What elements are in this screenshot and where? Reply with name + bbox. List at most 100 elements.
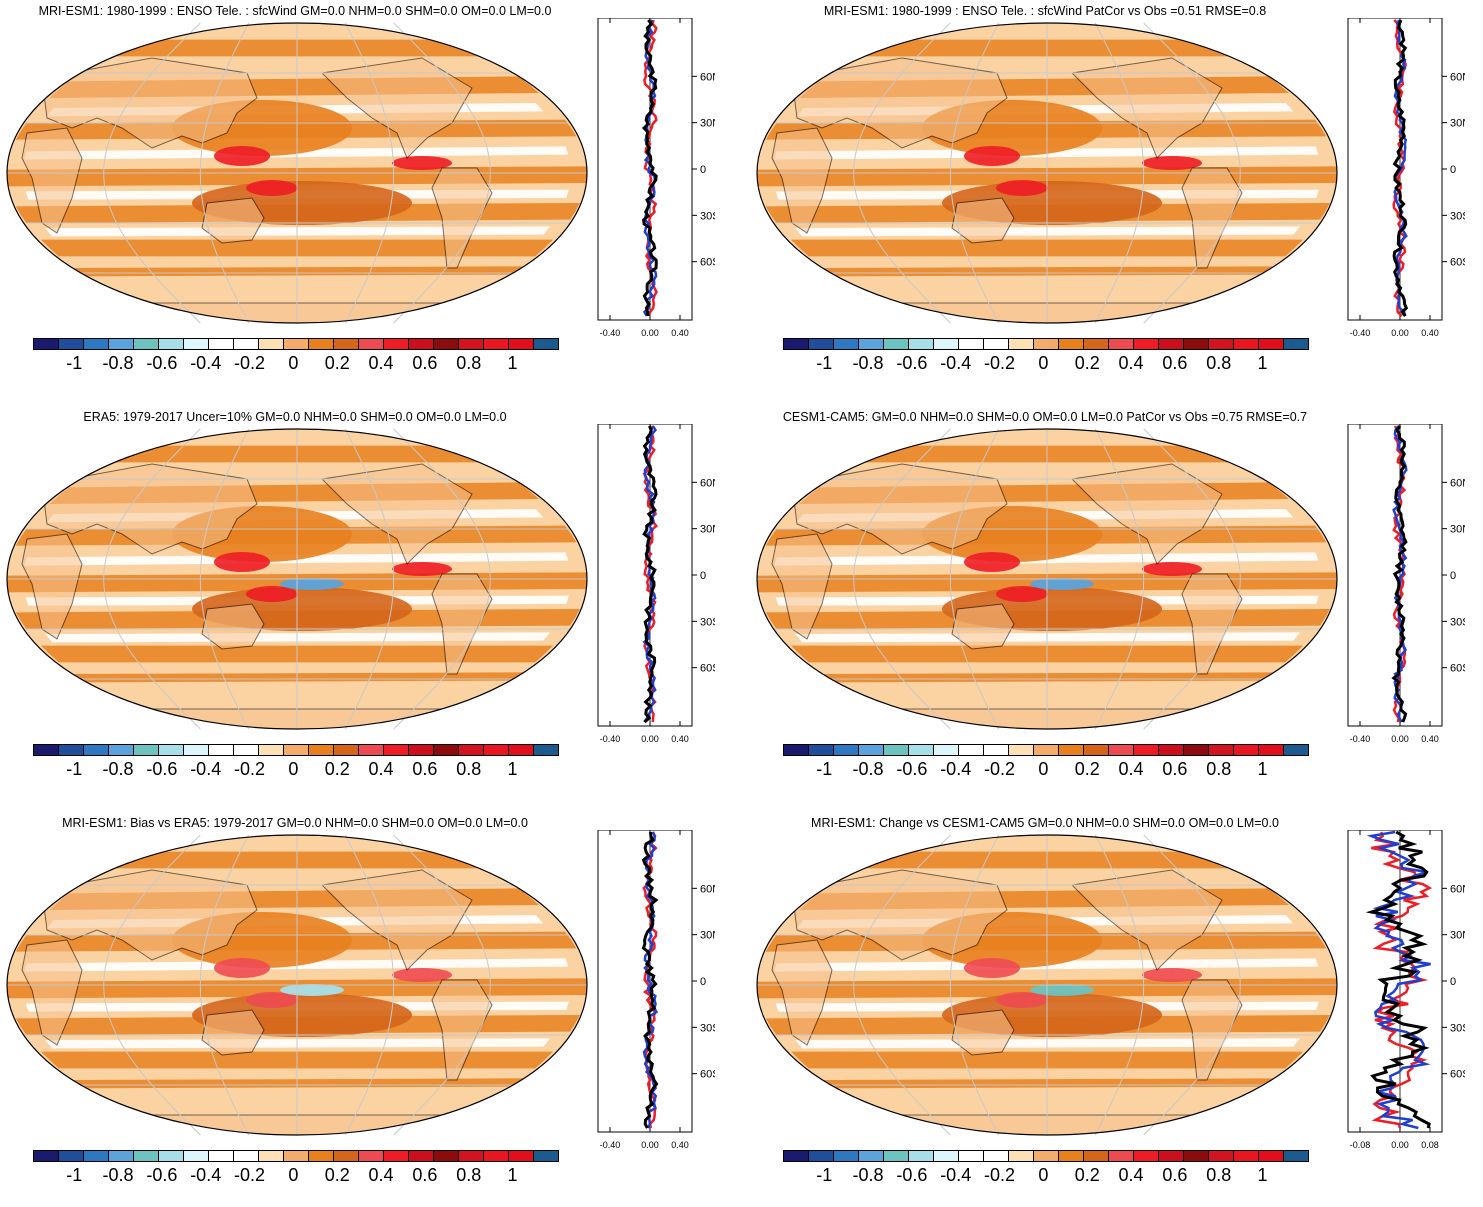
colorbar-label: -0.4 xyxy=(190,759,222,779)
lat-label: 60N xyxy=(700,71,715,83)
graticule xyxy=(7,834,587,1136)
colorbar-label: 0.8 xyxy=(1206,1165,1232,1185)
colorbar-swatch xyxy=(484,745,509,755)
colorbar-label: -0.8 xyxy=(102,353,134,373)
colorbar-swatch xyxy=(84,339,109,349)
map-border xyxy=(756,834,1338,1136)
colorbar-swatch xyxy=(884,745,909,755)
colorbar-label: -0.4 xyxy=(940,1165,972,1185)
x-tick-label: -0.40 xyxy=(600,328,621,338)
longitude-line xyxy=(1094,22,1145,324)
continent-outline xyxy=(431,573,493,675)
colorbar-swatch xyxy=(384,745,409,755)
colorbar-swatch xyxy=(184,1151,209,1161)
map-border xyxy=(756,22,1338,324)
anomaly-lobe xyxy=(214,552,270,572)
x-tick-label: 0.00 xyxy=(1391,1140,1409,1150)
colorbar-label: 0.4 xyxy=(368,759,394,779)
colorbar-swatch xyxy=(809,1151,834,1161)
colorbar-label: -0.6 xyxy=(896,353,928,373)
graticule xyxy=(757,834,1337,1136)
continent-outline xyxy=(791,57,1008,149)
zonal-mean-profile: m s-160N30N030S60S-0.400.000.40 xyxy=(597,830,715,1150)
map-border xyxy=(756,428,1338,730)
lat-label: 60S xyxy=(700,257,715,269)
colorbar-swatch xyxy=(259,339,284,349)
anomaly-lobe xyxy=(246,586,298,602)
continent-outline xyxy=(791,869,1008,961)
colorbar-swatch xyxy=(909,1151,934,1161)
global-mean-line xyxy=(642,425,658,724)
colorbar-label: -0.8 xyxy=(852,1165,884,1185)
colorbar-swatch xyxy=(34,745,59,755)
colorbar-labels: -1 -0.8 -0.6 -0.4 -0.2 0 0.2 0.4 0.6 0.8 1 xyxy=(33,1165,559,1189)
colorbar-label: 0.4 xyxy=(1118,759,1144,779)
colorbar xyxy=(783,338,1309,350)
map-border xyxy=(6,834,588,1136)
x-tick-label: -0.40 xyxy=(600,1140,621,1150)
panel-1: MRI-ESM1: 1980-1999 : ENSO Tele. : sfcWi… xyxy=(0,0,740,395)
colorbar-swatch xyxy=(34,1151,59,1161)
lat-label: 60S xyxy=(1450,257,1465,269)
lat-label: 0 xyxy=(1450,570,1456,582)
colorbar-swatch xyxy=(1109,745,1134,755)
negative-anomaly xyxy=(280,578,344,590)
colorbar-label: 0.6 xyxy=(412,1165,438,1185)
colorbar xyxy=(33,1150,559,1162)
colorbar xyxy=(33,744,559,756)
colorbar-swatch xyxy=(1034,339,1059,349)
continent-outline xyxy=(951,197,1015,244)
colorbar-swatch xyxy=(984,745,1009,755)
colorbar-label: 1 xyxy=(1257,1165,1268,1185)
colorbar-swatch xyxy=(484,339,509,349)
lat-label: 30N xyxy=(700,118,715,130)
colorbar-swatch xyxy=(359,339,384,349)
colorbar-label: 0.2 xyxy=(324,759,350,779)
colorbar-label: -0.6 xyxy=(896,1165,928,1185)
colorbar-swatch xyxy=(1184,745,1209,755)
colorbar-label: -1 xyxy=(66,1165,83,1185)
colorbar-swatch xyxy=(334,745,359,755)
colorbar-swatch xyxy=(234,1151,259,1161)
near-zero-band xyxy=(45,1038,551,1049)
colorbar-swatch xyxy=(184,745,209,755)
colorbar-swatch xyxy=(784,339,809,349)
lat-label: 30S xyxy=(1450,210,1465,222)
anomaly-lobe xyxy=(392,156,452,170)
colorbar-swatch xyxy=(309,1151,334,1161)
longitude-line xyxy=(344,22,395,324)
colorbar-swatch xyxy=(984,339,1009,349)
colorbar-swatch xyxy=(84,1151,109,1161)
continent-outline xyxy=(201,1009,265,1056)
lat-label: 60S xyxy=(700,1069,715,1081)
colorbar-swatch xyxy=(309,745,334,755)
continent-outline xyxy=(431,979,493,1081)
anomaly-band xyxy=(823,1078,1274,1089)
colorbar-label: -0.6 xyxy=(896,759,928,779)
profile-frame xyxy=(1347,830,1443,1133)
world-map xyxy=(6,428,588,730)
continent-outline xyxy=(1181,573,1243,675)
continent-outline xyxy=(201,603,265,650)
colorbar-swatch xyxy=(834,339,859,349)
colorbar-label: -1 xyxy=(66,759,83,779)
longitude-line xyxy=(1143,834,1241,1136)
graticule xyxy=(7,22,587,324)
continent-outline xyxy=(951,1009,1015,1056)
panel-3: ERA5: 1979-2017 Uncer=10% GM=0.0 NHM=0.0… xyxy=(0,406,740,801)
colorbar-label: -0.4 xyxy=(190,353,222,373)
colorbar-swatch xyxy=(1084,745,1109,755)
colorbar-swatch xyxy=(1159,339,1184,349)
x-tick-label: 0.00 xyxy=(1391,328,1409,338)
x-tick-label: -0.40 xyxy=(1350,734,1371,744)
anomaly-band xyxy=(73,1078,524,1089)
colorbar-swatch xyxy=(1234,1151,1259,1161)
colorbar-swatch xyxy=(159,1151,184,1161)
colorbar-label: 0.4 xyxy=(1118,1165,1144,1185)
x-tick-label: 0.40 xyxy=(1421,734,1439,744)
colorbar-swatch xyxy=(384,339,409,349)
colorbar-swatch xyxy=(1284,1151,1308,1161)
colorbar-label: 0 xyxy=(288,353,299,373)
lat-label: 30S xyxy=(700,616,715,628)
x-tick-label: -0.40 xyxy=(600,734,621,744)
